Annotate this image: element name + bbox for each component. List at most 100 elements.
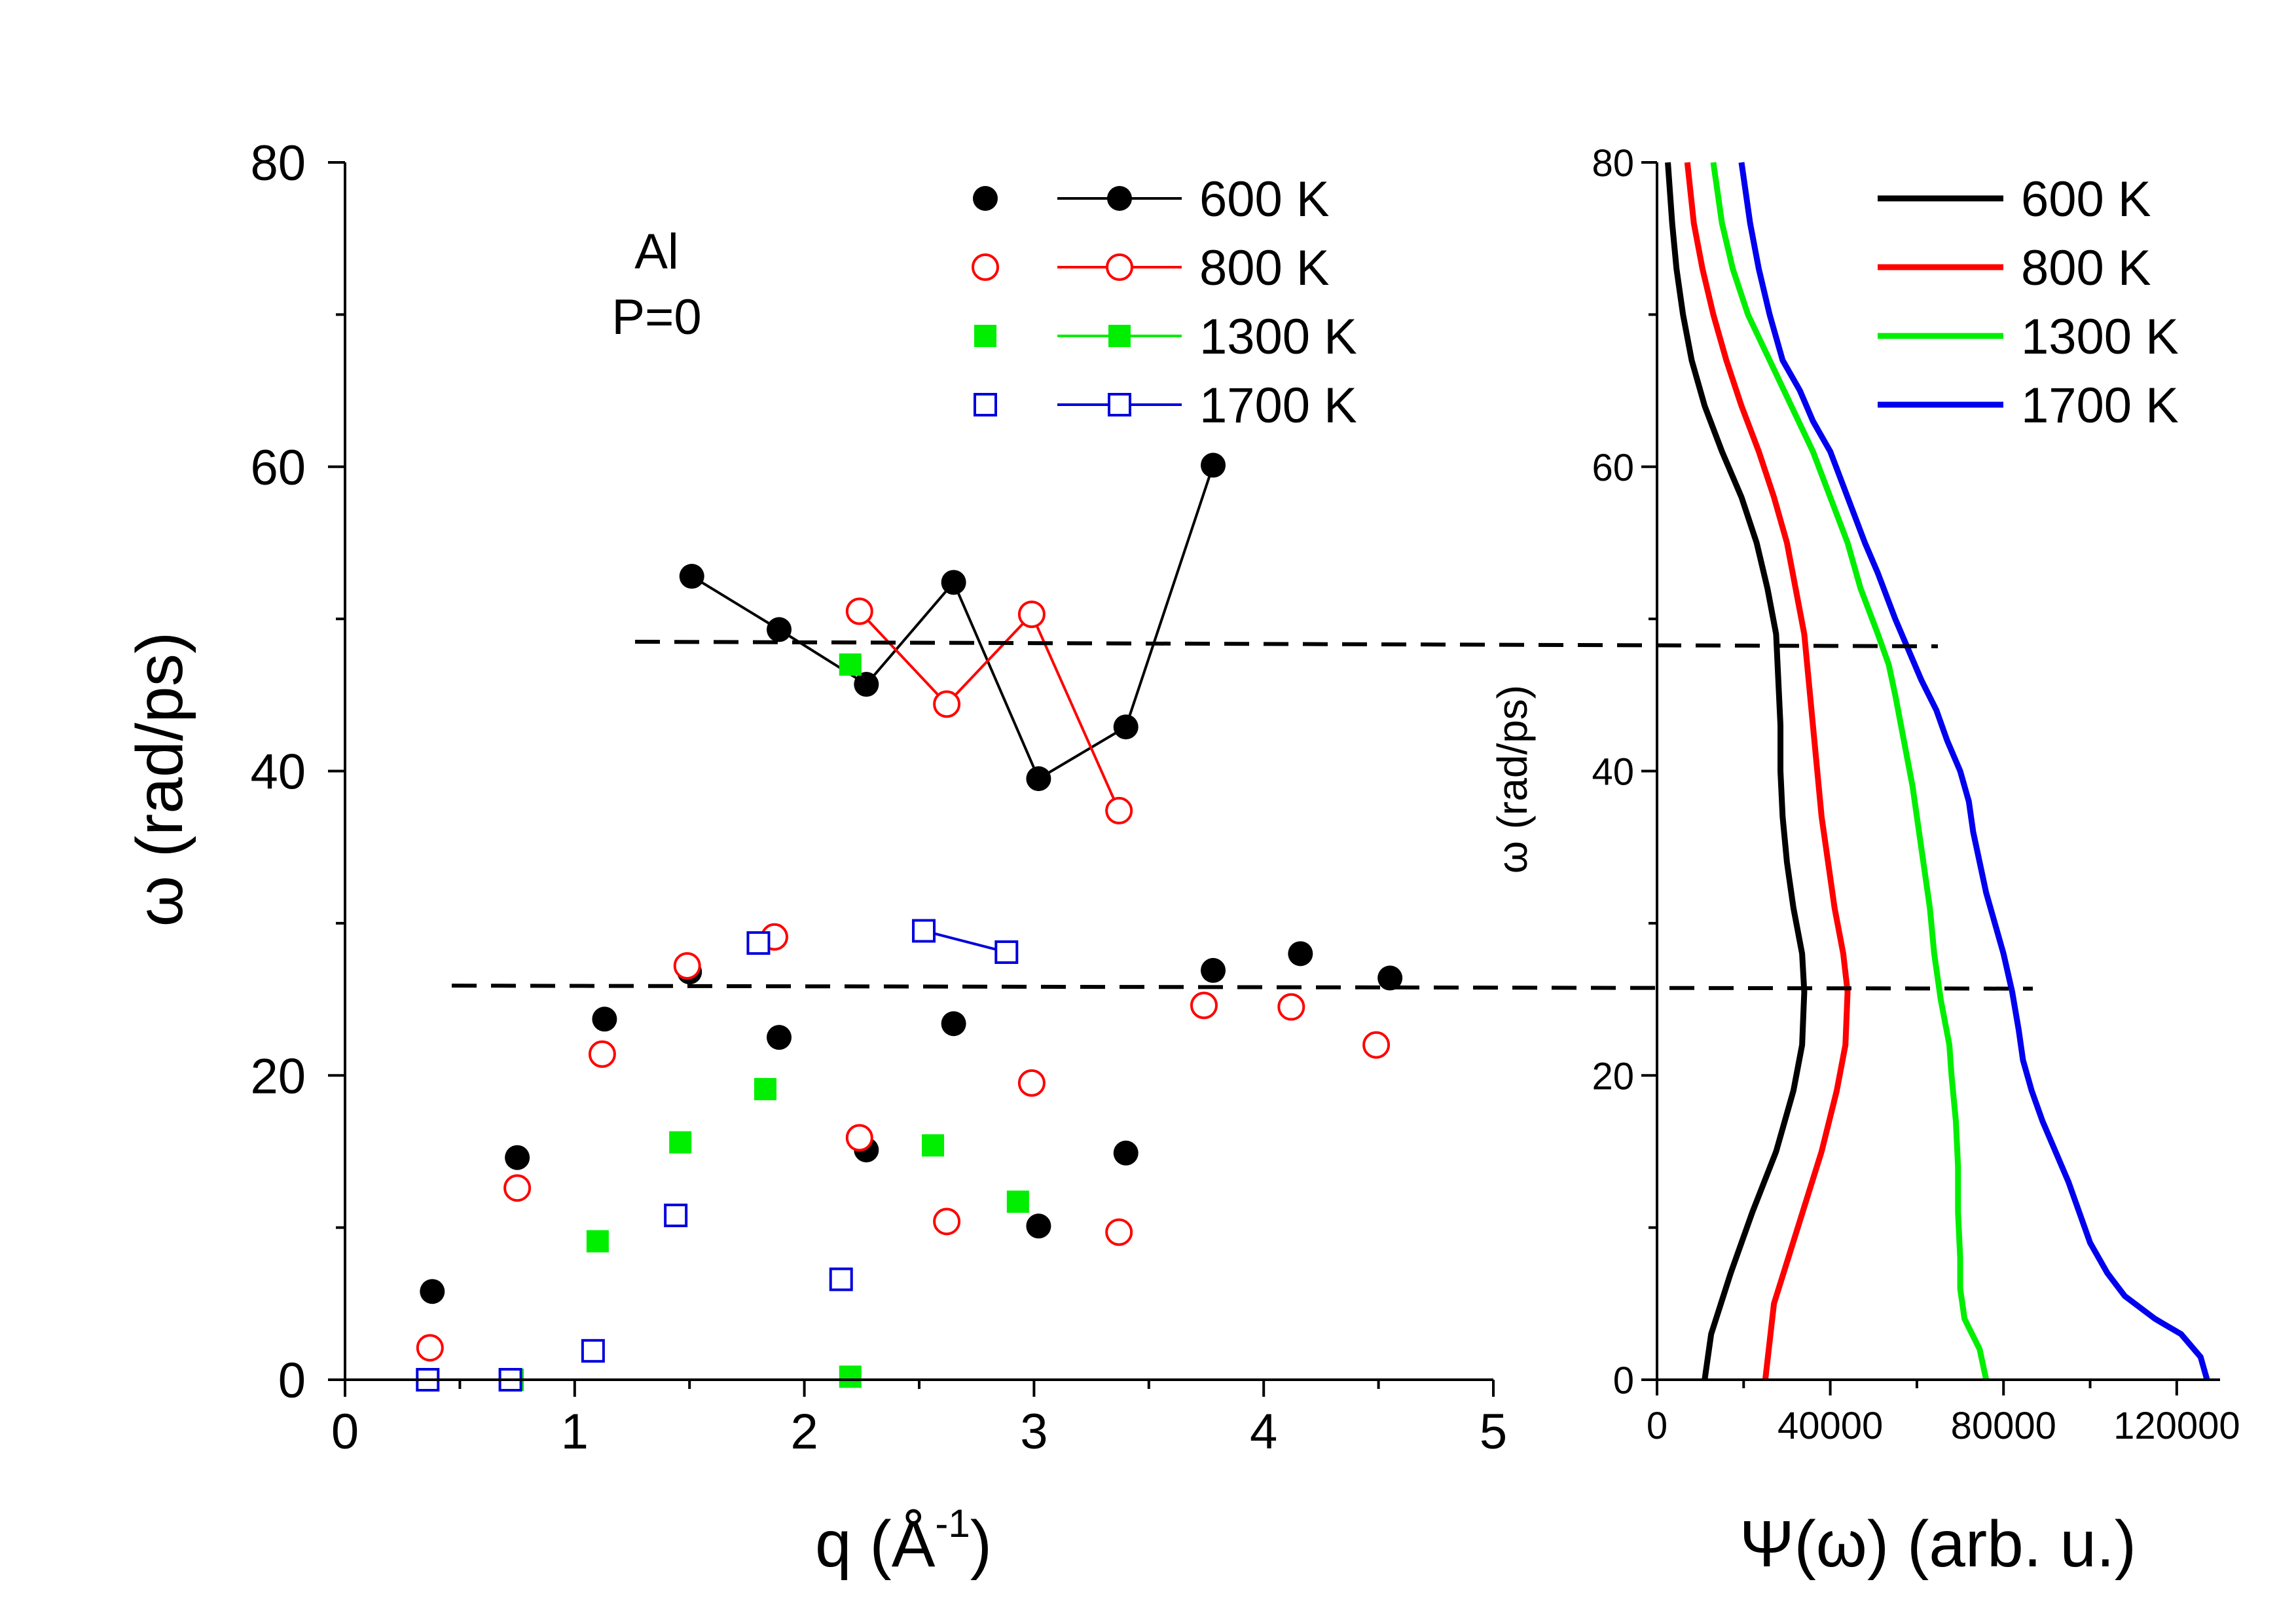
legend-marker-1700k: [974, 393, 997, 416]
legend-label-600k: 600 K: [1199, 172, 1330, 227]
left-x-axis-title-sup: -1: [935, 1502, 970, 1545]
data-point-1300k: [922, 1134, 945, 1157]
right-panel-marks: [1665, 162, 2210, 1381]
right-x-tick-label: 80000: [1951, 1405, 2056, 1447]
data-point-1300k: [1006, 1190, 1029, 1213]
right-panel-axes: 0 40000 80000 120000 0 20 40 60 80: [1592, 142, 2240, 1447]
right-y-tick-label: 60: [1592, 447, 1634, 489]
left-panel-axes: 0 1 2 3 4 5 0 20 40 60 80: [250, 136, 1507, 1460]
data-point-800k: [933, 1208, 961, 1236]
right-y-tick-label: 80: [1592, 142, 1634, 185]
dashed-reference-line: [451, 984, 2033, 991]
data-point-800k: [1017, 600, 1046, 629]
data-point-1300k: [754, 1078, 776, 1101]
data-point-800k: [845, 597, 873, 625]
right-panel-legend: 600 K 800 K 1300 K 1700 K: [1878, 172, 2179, 434]
left-y-tick-label: 0: [278, 1353, 306, 1409]
spectrum-line-1700k: [1738, 162, 2210, 1381]
data-point-600k: [1113, 1140, 1139, 1166]
data-point-800k: [1362, 1031, 1391, 1059]
data-point-1700k: [664, 1204, 688, 1228]
left-y-axis-title: ω (rad/ps): [123, 632, 196, 927]
left-x-tick-label: 4: [1250, 1404, 1277, 1460]
data-point-800k: [1105, 796, 1133, 824]
legend-line-marker-1300k: [1108, 325, 1131, 347]
data-point-600k: [592, 1006, 617, 1032]
data-point-600k: [1288, 941, 1313, 967]
data-point-1300k: [669, 1131, 692, 1154]
right-x-tick-label: 0: [1647, 1405, 1667, 1447]
data-point-1700k: [746, 931, 771, 955]
data-point-800k: [845, 1124, 873, 1152]
spectrum-line-1300k: [1710, 162, 1990, 1380]
data-point-600k: [1377, 965, 1403, 991]
data-point-800k: [933, 690, 961, 718]
legend-label-600k: 600 K: [2021, 172, 2151, 227]
dashed-reference-line: [634, 639, 1939, 648]
data-point-600k: [1113, 714, 1139, 740]
legend-label-1700k: 1700 K: [2021, 378, 2179, 434]
data-point-800k: [1277, 993, 1305, 1021]
data-point-800k: [416, 1334, 444, 1362]
left-x-axis-title-main: q (Å: [815, 1507, 936, 1581]
spectrum-line-800k: [1684, 162, 1851, 1380]
left-x-axis-title: q (Å-1): [815, 1502, 992, 1581]
data-point-1300k: [839, 1365, 862, 1388]
legend-marker-800k: [972, 253, 999, 281]
left-x-tick-label: 3: [1020, 1404, 1048, 1460]
data-point-800k: [588, 1040, 616, 1068]
legend-marker-1300k: [974, 325, 996, 347]
right-x-axis-title: Ψ(ω) (arb. u.): [1740, 1507, 2136, 1581]
legend-label-1300k: 1300 K: [2021, 309, 2179, 365]
data-point-600k: [679, 564, 704, 589]
data-point-600k: [1026, 766, 1051, 792]
legend-label-1700k: 1700 K: [1199, 378, 1357, 434]
data-point-600k: [1201, 957, 1226, 983]
left-panel-legend: 600 K 800 K 1300 K 1700 K: [972, 172, 1357, 434]
legend-line-marker-800k: [1106, 253, 1133, 281]
left-x-tick-label: 5: [1480, 1404, 1507, 1460]
left-y-tick-label: 80: [250, 136, 306, 191]
data-point-600k: [767, 617, 792, 642]
right-x-tick-label: 120000: [2113, 1405, 2240, 1447]
data-point-1700k: [912, 919, 936, 943]
right-y-tick-label: 20: [1592, 1055, 1634, 1098]
series-line-1700k: [923, 929, 1007, 953]
annotation-element: Al: [634, 224, 679, 280]
left-x-tick-label: 0: [331, 1404, 359, 1460]
annotation-pressure: P=0: [611, 289, 701, 345]
data-point-600k: [854, 672, 879, 697]
left-y-tick-label: 40: [250, 745, 306, 800]
left-x-axis-title-close: ): [970, 1507, 992, 1581]
left-y-tick-label: 20: [250, 1048, 306, 1104]
data-point-600k: [1201, 452, 1226, 478]
legend-label-1300k: 1300 K: [1199, 309, 1357, 365]
data-point-800k: [673, 951, 701, 980]
right-y-tick-label: 0: [1613, 1359, 1634, 1402]
data-point-1300k: [839, 653, 862, 676]
data-point-600k: [505, 1145, 530, 1170]
left-y-tick-label: 60: [250, 440, 306, 496]
data-point-600k: [941, 1011, 966, 1037]
series-line-800k: [858, 610, 1121, 811]
data-point-1700k: [994, 940, 1019, 965]
data-point-1700k: [829, 1267, 853, 1291]
data-point-600k: [420, 1279, 445, 1304]
data-point-800k: [1105, 1218, 1133, 1246]
data-point-1300k: [586, 1230, 609, 1253]
legend-marker-600k: [973, 186, 998, 211]
data-point-1700k: [581, 1338, 605, 1363]
legend-label-800k: 800 K: [1199, 240, 1330, 296]
right-x-tick-label: 40000: [1777, 1405, 1883, 1447]
left-panel: 0 1 2 3 4 5 0 20 40 60 80 Al P=0 600 K 800 K 1300 K 1…: [123, 136, 1507, 1581]
data-point-800k: [1190, 991, 1218, 1020]
right-y-axis-title: ω (rad/ps): [1489, 685, 1536, 874]
data-point-600k: [1026, 1213, 1051, 1239]
legend-line-marker-600k: [1107, 186, 1132, 211]
right-panel: 0 40000 80000 120000 0 20 40 60 80 600 K 800 K 130…: [1489, 142, 2240, 1581]
legend-label-800k: 800 K: [2021, 240, 2151, 296]
data-point-800k: [503, 1174, 532, 1202]
legend-line-marker-1700k: [1108, 393, 1131, 416]
right-y-tick-label: 40: [1592, 751, 1634, 794]
